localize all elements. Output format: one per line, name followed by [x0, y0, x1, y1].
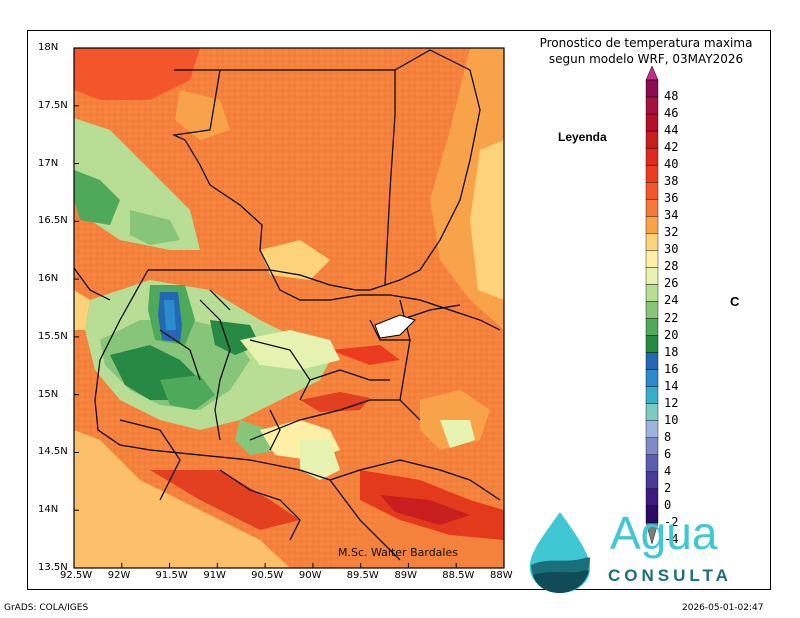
x-tick-label: 88.5W [442, 570, 475, 581]
colorbar-swatch [645, 471, 659, 490]
colorbar-label: 48 [664, 89, 679, 104]
colorbar-swatch [645, 522, 659, 545]
colorbar-swatch [645, 79, 659, 98]
colorbar-label: 30 [664, 242, 679, 257]
colorbar-label: 38 [664, 174, 679, 189]
colorbar-label: 46 [664, 106, 679, 121]
x-tick-label: 91.5W [155, 570, 188, 581]
colorbar-swatch [645, 164, 659, 183]
borders [73, 49, 501, 561]
colorbar-swatch [645, 301, 659, 319]
colorbar-swatch [645, 403, 659, 421]
y-tick-label: 18N [38, 42, 59, 53]
colorbar-label: 26 [664, 276, 679, 291]
logo-word-consulta: CONSULTA [608, 566, 732, 585]
colorbar-swatch [645, 130, 659, 149]
colorbar-label: 44 [664, 123, 679, 138]
temperature-field [74, 48, 504, 568]
colorbar-label: 32 [664, 225, 679, 240]
colorbar-swatch [645, 199, 659, 217]
colorbar-label: 34 [664, 208, 679, 223]
colorbar-swatch [645, 369, 659, 387]
colorbar-swatch [645, 113, 659, 132]
colorbar-swatch [645, 216, 659, 234]
legend-colorbar [645, 65, 659, 545]
colorbar-swatch [645, 96, 659, 115]
colorbar-label: 16 [664, 361, 679, 376]
x-tick-label: 89W [394, 570, 418, 581]
colorbar-swatch [645, 454, 659, 473]
colorbar-swatch [645, 352, 659, 370]
x-tick-label: 92W [107, 570, 131, 581]
map-title-line2: segun modelo WRF, 03MAY2026 [548, 52, 744, 66]
colorbar-swatch [645, 437, 659, 456]
colorbar-swatch [645, 182, 659, 200]
colorbar-label: 0 [664, 497, 672, 512]
colorbar-label: 24 [664, 293, 679, 308]
colorbar-label: 4 [664, 463, 672, 478]
footer-software: GrADS: COLA/IGES [4, 603, 89, 613]
y-tick-label: 17N [38, 157, 59, 169]
colorbar-label: 42 [664, 140, 679, 155]
y-tick-label: 15N [38, 388, 59, 400]
colorbar-swatch [645, 420, 659, 438]
figure-frame [27, 30, 771, 590]
colorbar-label: 6 [664, 446, 672, 461]
unit-label: C [730, 294, 740, 309]
colorbar-label: 12 [664, 395, 679, 410]
x-tick-label: 88W [490, 570, 513, 581]
colorbar-label: 28 [664, 259, 679, 274]
colorbar-label: 8 [664, 429, 672, 444]
y-tick-label: 13.5N [38, 562, 68, 573]
x-tick-label: 91W [203, 570, 226, 581]
colorbar-swatch [645, 250, 659, 268]
logo-word-agua: Agua [610, 507, 718, 559]
colorbar-label: 40 [664, 157, 679, 172]
y-tick-label: 14N [38, 504, 59, 516]
map-title-line1: Pronostico de temperatura maxima [539, 36, 753, 50]
y-tick-label: 17.5N [38, 99, 68, 111]
colorbar-label: 22 [664, 310, 679, 325]
x-tick-label: 90.5W [251, 570, 284, 581]
colorbar-label: -2 [664, 514, 679, 529]
colorbar-swatch [645, 386, 659, 404]
colorbar-swatch [645, 233, 659, 251]
colorbar-swatch [645, 267, 659, 285]
colorbar-label: 14 [664, 378, 679, 393]
colorbar-label: 2 [664, 480, 672, 495]
colorbar-label: 10 [664, 412, 679, 427]
author-credit: M.Sc. Walter Bardales [338, 546, 458, 559]
y-tick-label: 14.5N [38, 446, 68, 458]
footer-timestamp: 2026-05-01-02:47 [682, 603, 764, 613]
lake-izabal [374, 314, 416, 339]
y-tick-label: 15.5N [38, 330, 68, 342]
x-tick-label: 89.5W [346, 570, 379, 581]
colorbar-label: 20 [664, 327, 679, 342]
colorbar-swatch [645, 284, 659, 302]
y-tick-label: 16N [38, 273, 59, 285]
legend-label: Leyenda [558, 130, 607, 144]
y-tick-label: 16.5N [38, 215, 68, 227]
map-frame [73, 47, 505, 569]
colorbar-label: 18 [664, 344, 679, 359]
colorbar-swatch [645, 335, 659, 353]
colorbar-label: -4 [664, 532, 679, 546]
colorbar-swatch [645, 147, 659, 166]
agua-consulta-logo [529, 512, 590, 593]
colorbar-swatch [645, 318, 659, 336]
colorbar-top-arrow [645, 65, 659, 81]
x-tick-label: 92.5W [60, 570, 93, 581]
colorbar-label: 36 [664, 191, 679, 206]
axis-ticks [73, 47, 505, 569]
colorbar-swatch [645, 488, 659, 507]
x-tick-label: 90W [298, 570, 322, 581]
